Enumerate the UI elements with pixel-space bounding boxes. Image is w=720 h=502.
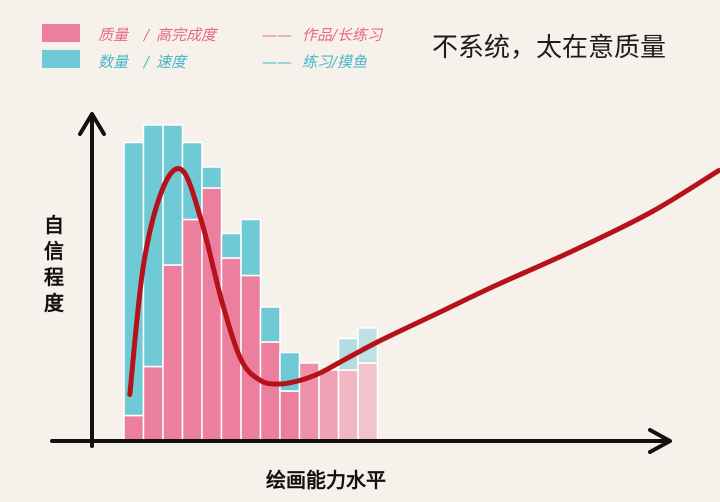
- legend-quality-dash: ——: [262, 26, 292, 44]
- legend-quality-sep: /: [142, 26, 151, 44]
- x-axis-arrow: [648, 428, 672, 454]
- confidence-curve: [127, 166, 720, 397]
- legend-quality-head: 质量: [98, 26, 130, 44]
- bar-quality: [181, 218, 203, 441]
- legend-quantity-sep: /: [142, 53, 151, 71]
- x-axis-label: 绘画能力水平: [266, 468, 386, 492]
- legend-quantity-dash: ——: [262, 53, 292, 71]
- bar-quantity: [201, 166, 223, 189]
- legend-swatch-quantity: [42, 50, 80, 68]
- bar-quality: [337, 369, 359, 441]
- legend-quantity-head: 数量: [98, 53, 130, 71]
- bars-group: [123, 124, 379, 441]
- legend-swatch-quality: [42, 24, 80, 42]
- bar-quantity: [162, 124, 184, 266]
- y-axis-arrow: [78, 112, 106, 136]
- bar-quality: [279, 390, 301, 441]
- y-axis-label-text: 自信程度: [44, 213, 65, 315]
- chart-title: 不系统，太在意质量: [432, 33, 666, 63]
- legend-quantity-mid: 速度: [156, 53, 188, 71]
- bar-quality: [318, 369, 340, 441]
- bar-quality: [142, 365, 164, 441]
- bar-quantity: [240, 218, 262, 277]
- legend-quantity-tail: 练习/摸鱼: [302, 53, 367, 71]
- legend-quality-tail: 作品/长练习: [302, 26, 384, 44]
- bar-quality: [357, 362, 379, 441]
- bar-quality: [259, 341, 281, 441]
- bar-quality: [123, 414, 145, 441]
- bar-quality: [240, 274, 262, 441]
- bar-quality: [162, 264, 184, 441]
- bar-quantity: [259, 306, 281, 343]
- bar-quantity: [220, 232, 242, 259]
- legend-quality-mid: 高完成度: [156, 26, 218, 44]
- y-axis-label: 自信程度: [44, 213, 65, 315]
